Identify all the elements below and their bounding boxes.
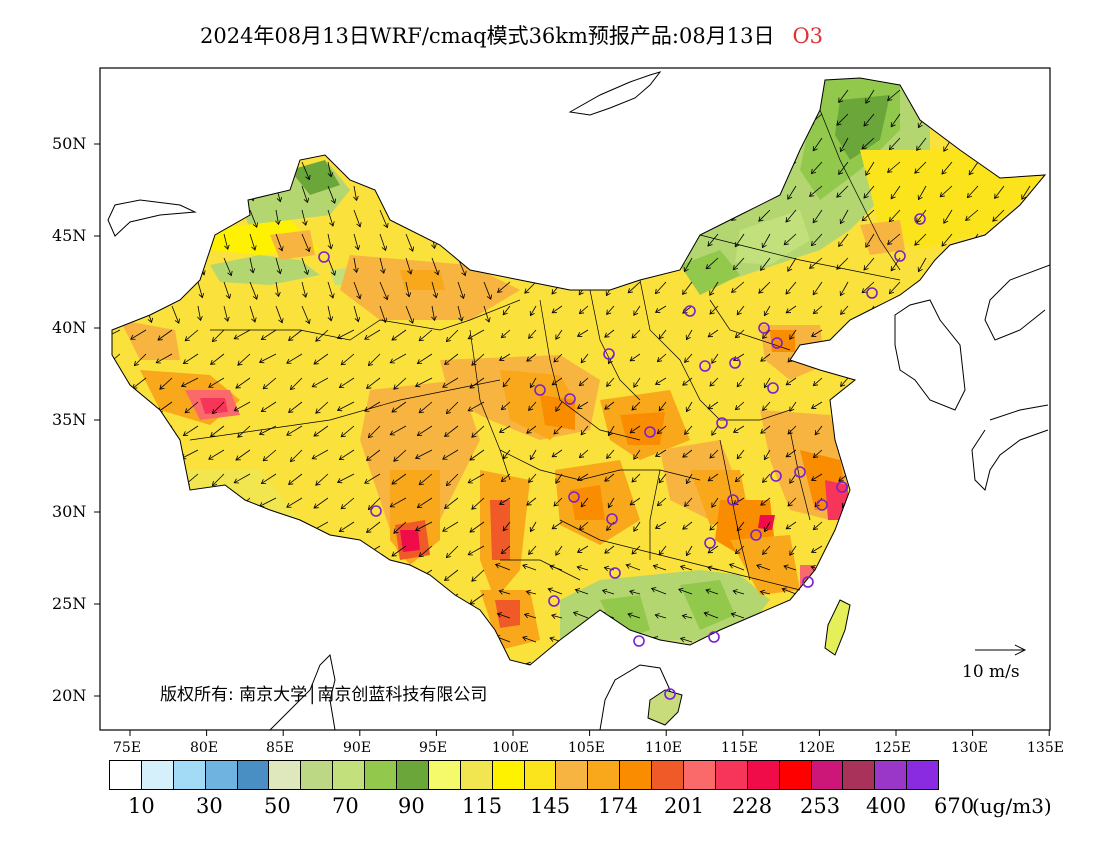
colorbar-swatch <box>204 760 238 790</box>
colorbar-swatch <box>810 760 844 790</box>
lat-label-25n: 25N <box>52 594 87 613</box>
colorbar-label: 174 <box>598 794 639 818</box>
colorbar <box>109 760 940 790</box>
city-marker <box>370 505 382 517</box>
lat-label-35n: 35N <box>52 410 87 429</box>
city-marker <box>729 357 741 369</box>
lon-label-100e: 100E <box>492 740 529 756</box>
city-marker <box>564 393 576 405</box>
wind-reference-arrow <box>975 644 1027 656</box>
lon-label-115e: 115E <box>721 740 758 756</box>
colorbar-label: 400 <box>866 794 907 818</box>
city-marker <box>816 499 828 511</box>
title-text: 2024年08月13日WRF/cmaq模式36km预报产品:08月13日 <box>200 24 775 48</box>
colorbar-swatch <box>651 760 685 790</box>
lon-label-75e: 75E <box>113 740 142 756</box>
city-marker <box>758 322 770 334</box>
city-marker <box>603 348 615 360</box>
city-marker <box>609 567 621 579</box>
lat-label-20n: 20N <box>52 686 87 705</box>
pollutant-label: O3 <box>792 24 824 48</box>
city-marker <box>914 213 926 225</box>
city-marker <box>534 384 546 396</box>
lon-label-110e: 110E <box>645 740 682 756</box>
city-marker <box>704 537 716 549</box>
colorbar-swatch <box>491 760 525 790</box>
colorbar-label: 145 <box>530 794 571 818</box>
city-marker <box>770 470 782 482</box>
city-marker <box>716 417 728 429</box>
city-marker <box>794 466 806 478</box>
city-marker <box>802 576 814 588</box>
colorbar-swatch <box>396 760 429 790</box>
wind-reference-label: 10 m/s <box>962 662 1020 682</box>
city-marker <box>894 250 906 262</box>
lon-label-95e: 95E <box>419 740 448 756</box>
colorbar-swatch <box>683 760 716 790</box>
colorbar-swatch <box>778 760 812 790</box>
colorbar-label: 90 <box>398 794 425 818</box>
colorbar-swatch <box>332 760 366 790</box>
colorbar-swatch <box>268 760 302 790</box>
colorbar-swatch <box>874 760 908 790</box>
city-marker <box>767 382 779 394</box>
lon-label-125e: 125E <box>874 740 911 756</box>
colorbar-swatch <box>523 760 557 790</box>
city-marker <box>318 251 330 263</box>
city-marker <box>699 360 711 372</box>
city-marker <box>548 595 560 607</box>
copyright-text: 版权所有: 南京大学│南京创蓝科技有限公司 <box>160 685 488 705</box>
colorbar-label: 228 <box>732 794 773 818</box>
city-marker <box>633 635 645 647</box>
colorbar-label: 70 <box>332 794 359 818</box>
colorbar-unit: (ug/m3) <box>972 794 1052 818</box>
colorbar-label: 50 <box>264 794 291 818</box>
city-marker <box>727 494 739 506</box>
colorbar-swatch <box>842 760 876 790</box>
colorbar-label: 115 <box>462 794 503 818</box>
colorbar-label: 201 <box>664 794 705 818</box>
lat-label-50n: 50N <box>52 134 87 153</box>
colorbar-label: 10 <box>128 794 155 818</box>
lon-label-130e: 130E <box>951 740 988 756</box>
colorbar-swatch <box>140 760 174 790</box>
lon-label-80e: 80E <box>190 740 219 756</box>
city-marker <box>708 631 720 643</box>
colorbar-swatch <box>555 760 589 790</box>
colorbar-label: 253 <box>800 794 841 818</box>
city-marker <box>606 513 618 525</box>
city-marker <box>644 426 656 438</box>
map-title: 2024年08月13日WRF/cmaq模式36km预报产品:08月13日 O3 <box>200 20 823 50</box>
city-marker <box>664 688 676 700</box>
lon-label-120e: 120E <box>798 740 835 756</box>
colorbar-swatch <box>906 760 940 790</box>
colorbar-swatch <box>714 760 748 790</box>
colorbar-swatch <box>427 760 461 790</box>
city-marker <box>684 305 696 317</box>
colorbar-swatch <box>236 760 270 790</box>
colorbar-swatch <box>619 760 653 790</box>
colorbar-label: 670 <box>934 794 975 818</box>
colorbar-swatch <box>746 760 780 790</box>
city-marker <box>866 287 878 299</box>
colorbar-swatch <box>300 760 334 790</box>
colorbar-swatch <box>587 760 621 790</box>
lon-label-105e: 105E <box>568 740 605 756</box>
city-marker <box>568 491 580 503</box>
colorbar-swatch <box>172 760 206 790</box>
colorbar-swatch <box>459 760 493 790</box>
colorbar-swatch <box>109 760 142 790</box>
city-marker <box>836 481 848 493</box>
city-marker <box>750 529 762 541</box>
lat-label-45n: 45N <box>52 226 87 245</box>
lon-label-90e: 90E <box>343 740 372 756</box>
lat-label-40n: 40N <box>52 318 87 337</box>
colorbar-label: 30 <box>196 794 223 818</box>
lat-label-30n: 30N <box>52 502 87 521</box>
city-marker <box>771 337 783 349</box>
lon-label-135e: 135E <box>1027 740 1064 756</box>
colorbar-swatch <box>364 760 398 790</box>
lon-label-85e: 85E <box>266 740 295 756</box>
